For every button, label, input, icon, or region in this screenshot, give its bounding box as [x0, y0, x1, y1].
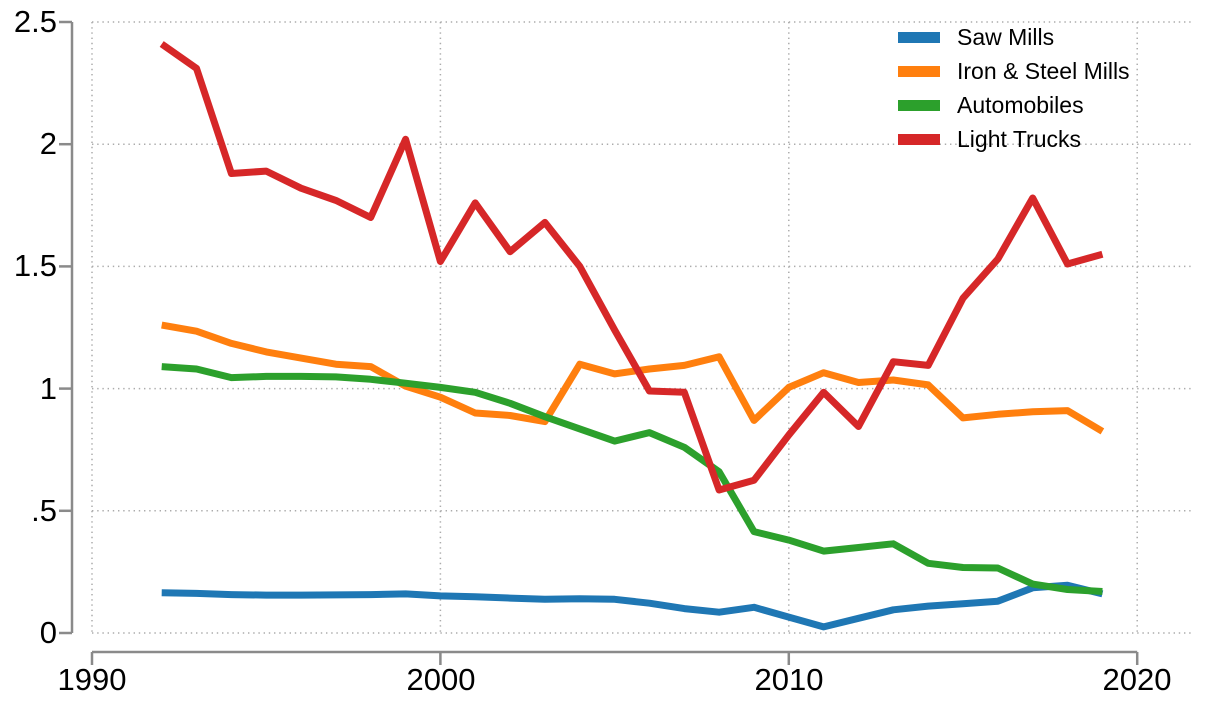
series-line-light-trucks	[159, 41, 1104, 494]
x-tick-label: 1990	[57, 662, 127, 697]
legend-item: Light Trucks	[898, 122, 1130, 156]
legend: Saw Mills Iron & Steel Mills Automobiles…	[898, 20, 1130, 156]
x-tick-label: 2010	[754, 662, 824, 697]
legend-item: Saw Mills	[898, 20, 1130, 54]
legend-item: Automobiles	[898, 88, 1130, 122]
y-tick-label: 2	[39, 126, 57, 161]
y-tick-label: .5	[31, 493, 57, 528]
legend-swatch-light-trucks	[898, 133, 940, 145]
y-tick-label: 2.5	[13, 4, 57, 39]
series-line-automobiles	[161, 363, 1103, 595]
legend-swatch-saw-mills	[898, 31, 940, 43]
legend-swatch-iron-steel-mills	[898, 65, 940, 77]
y-tick-label: 1.5	[13, 248, 57, 283]
series-line-iron-steel-mills	[161, 321, 1105, 435]
legend-swatch-automobiles	[898, 99, 940, 111]
y-tick-label: 1	[39, 371, 57, 406]
legend-item: Iron & Steel Mills	[898, 54, 1130, 88]
legend-label: Automobiles	[957, 91, 1084, 118]
y-tick-label: 0	[39, 615, 57, 650]
legend-label: Saw Mills	[957, 23, 1055, 50]
x-tick-label: 2000	[406, 662, 476, 697]
series-line-saw-mills	[161, 581, 1104, 631]
x-tick-label: 2020	[1102, 662, 1172, 697]
legend-label: Iron & Steel Mills	[957, 57, 1130, 84]
legend-label: Light Trucks	[957, 125, 1081, 152]
